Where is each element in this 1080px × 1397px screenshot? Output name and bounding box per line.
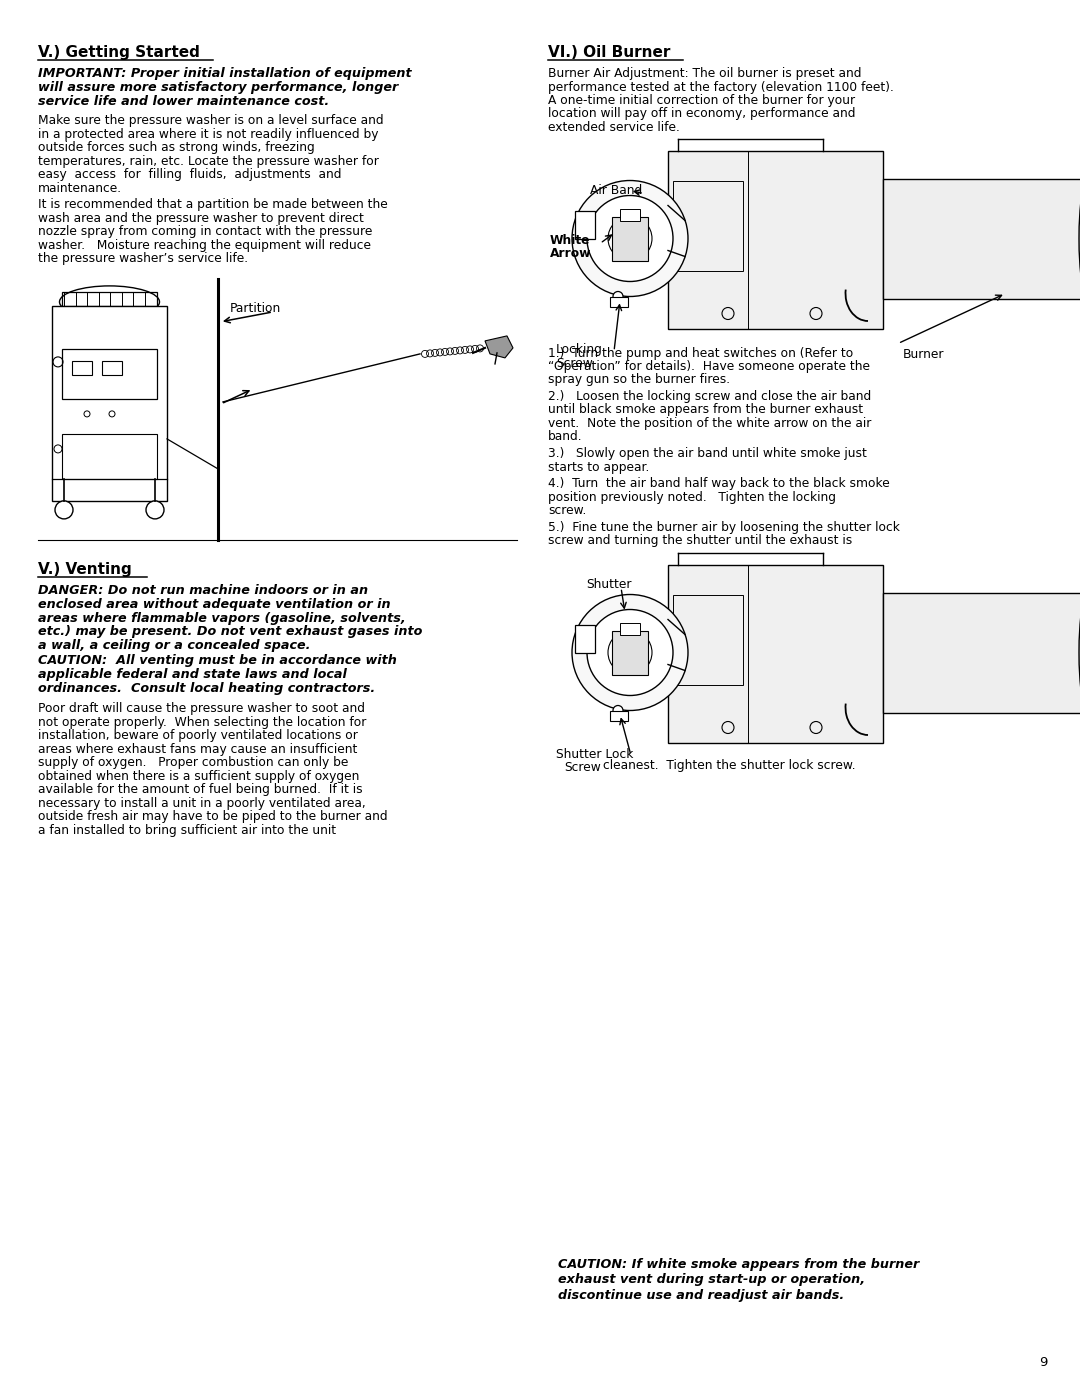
Text: supply of oxygen.   Proper combustion can only be: supply of oxygen. Proper combustion can …	[38, 756, 349, 770]
Circle shape	[613, 292, 623, 302]
Bar	[883, 179, 1080, 299]
Bar	[610, 296, 627, 306]
Text: outside fresh air may have to be piped to the burner and: outside fresh air may have to be piped t…	[38, 810, 388, 823]
Text: Shutter: Shutter	[586, 577, 632, 591]
Text: easy  access  for  filling  fluids,  adjustments  and: easy access for filling fluids, adjustme…	[38, 169, 341, 182]
Text: 3.)   Slowly open the air band until white smoke just: 3.) Slowly open the air band until white…	[548, 447, 867, 460]
Bar	[62, 292, 157, 306]
Bar	[620, 623, 640, 634]
Text: service life and lower maintenance cost.: service life and lower maintenance cost.	[38, 95, 329, 108]
Bar	[52, 306, 167, 502]
Circle shape	[572, 180, 688, 296]
Circle shape	[613, 705, 623, 715]
Text: Screw: Screw	[564, 761, 600, 774]
Text: Partition: Partition	[230, 302, 281, 314]
Text: obtained when there is a sufficient supply of oxygen: obtained when there is a sufficient supp…	[38, 770, 360, 782]
Text: a wall, a ceiling or a concealed space.: a wall, a ceiling or a concealed space.	[38, 640, 311, 652]
Text: V.) Getting Started: V.) Getting Started	[38, 45, 200, 60]
Polygon shape	[485, 335, 513, 358]
Text: DANGER: Do not run machine indoors or in an: DANGER: Do not run machine indoors or in…	[38, 584, 368, 597]
Text: applicable federal and state laws and local: applicable federal and state laws and lo…	[38, 668, 347, 680]
Text: IMPORTANT: Proper initial installation of equipment: IMPORTANT: Proper initial installation o…	[38, 67, 411, 80]
Text: A one-time initial correction of the burner for your: A one-time initial correction of the bur…	[548, 94, 855, 108]
Text: temperatures, rain, etc. Locate the pressure washer for: temperatures, rain, etc. Locate the pres…	[38, 155, 379, 168]
Text: V.) Venting: V.) Venting	[38, 562, 132, 577]
Text: outside forces such as strong winds, freezing: outside forces such as strong winds, fre…	[38, 141, 314, 155]
Text: 1.)  Turn the pump and heat switches on (Refer to: 1.) Turn the pump and heat switches on (…	[548, 346, 853, 359]
Bar	[673, 180, 743, 271]
Text: not operate properly.  When selecting the location for: not operate properly. When selecting the…	[38, 715, 366, 729]
Text: wash area and the pressure washer to prevent direct: wash area and the pressure washer to pre…	[38, 212, 364, 225]
Text: until black smoke appears from the burner exhaust: until black smoke appears from the burne…	[548, 404, 863, 416]
Bar	[610, 711, 627, 721]
Circle shape	[588, 196, 673, 282]
Text: 5.)  Fine tune the burner air by loosening the shutter lock: 5.) Fine tune the burner air by loosenin…	[548, 521, 900, 534]
Text: necessary to install a unit in a poorly ventilated area,: necessary to install a unit in a poorly …	[38, 796, 366, 810]
Text: Shutter Lock: Shutter Lock	[556, 747, 633, 760]
Text: location will pay off in economy, performance and: location will pay off in economy, perfor…	[548, 108, 855, 120]
Text: “Operation” for details).  Have someone operate the: “Operation” for details). Have someone o…	[548, 360, 870, 373]
Text: Burner: Burner	[903, 348, 945, 362]
Bar	[62, 349, 157, 400]
Text: will assure more satisfactory performance, longer: will assure more satisfactory performanc…	[38, 81, 399, 94]
Text: areas where flammable vapors (gasoline, solvents,: areas where flammable vapors (gasoline, …	[38, 612, 406, 624]
Bar	[62, 434, 157, 479]
Bar	[612, 217, 648, 260]
Text: maintenance.: maintenance.	[38, 182, 122, 196]
Text: installation, beware of poorly ventilated locations or: installation, beware of poorly ventilate…	[38, 729, 357, 742]
Text: a fan installed to bring sufficient air into the unit: a fan installed to bring sufficient air …	[38, 824, 336, 837]
Text: White: White	[550, 233, 591, 246]
Text: ordinances.  Consult local heating contractors.: ordinances. Consult local heating contra…	[38, 682, 375, 694]
Text: areas where exhaust fans may cause an insufficient: areas where exhaust fans may cause an in…	[38, 743, 357, 756]
Text: Arrow: Arrow	[550, 247, 592, 260]
Text: starts to appear.: starts to appear.	[548, 461, 649, 474]
Bar	[673, 595, 743, 685]
Text: washer.   Moisture reaching the equipment will reduce: washer. Moisture reaching the equipment …	[38, 239, 372, 251]
Circle shape	[572, 595, 688, 711]
Text: extended service life.: extended service life.	[548, 122, 680, 134]
Text: Make sure the pressure washer is on a level surface and: Make sure the pressure washer is on a le…	[38, 115, 383, 127]
Text: nozzle spray from coming in contact with the pressure: nozzle spray from coming in contact with…	[38, 225, 373, 239]
Bar	[612, 630, 648, 675]
Text: 9: 9	[1040, 1356, 1048, 1369]
Text: the pressure washer’s service life.: the pressure washer’s service life.	[38, 253, 248, 265]
Bar	[72, 360, 92, 374]
Text: enclosed area without adequate ventilation or in: enclosed area without adequate ventilati…	[38, 598, 391, 610]
Text: vent.  Note the position of the white arrow on the air: vent. Note the position of the white arr…	[548, 416, 872, 430]
Circle shape	[588, 609, 673, 696]
Text: exhaust vent during start-up or operation,: exhaust vent during start-up or operatio…	[558, 1273, 865, 1287]
Bar	[620, 208, 640, 221]
Text: screw.: screw.	[548, 504, 586, 517]
Text: etc.) may be present. Do not vent exhaust gases into: etc.) may be present. Do not vent exhaus…	[38, 626, 422, 638]
Bar	[102, 360, 122, 374]
Circle shape	[55, 502, 73, 518]
Bar	[669, 151, 883, 328]
Text: CAUTION: If white smoke appears from the burner: CAUTION: If white smoke appears from the…	[558, 1259, 919, 1271]
Text: Poor draft will cause the pressure washer to soot and: Poor draft will cause the pressure washe…	[38, 703, 365, 715]
Text: 4.)  Turn  the air band half way back to the black smoke: 4.) Turn the air band half way back to t…	[548, 476, 890, 490]
Text: cleanest.  Tighten the shutter lock screw.: cleanest. Tighten the shutter lock screw…	[603, 759, 855, 771]
Text: available for the amount of fuel being burned.  If it is: available for the amount of fuel being b…	[38, 784, 363, 796]
Text: 2.)   Loosen the locking screw and close the air band: 2.) Loosen the locking screw and close t…	[548, 390, 872, 402]
Text: It is recommended that a partition be made between the: It is recommended that a partition be ma…	[38, 198, 388, 211]
Text: Screw: Screw	[556, 358, 593, 370]
Text: band.: band.	[548, 430, 582, 443]
Text: spray gun so the burner fires.: spray gun so the burner fires.	[548, 373, 730, 387]
Bar	[669, 564, 883, 742]
Text: screw and turning the shutter until the exhaust is: screw and turning the shutter until the …	[548, 534, 852, 548]
Text: position previously noted.   Tighten the locking: position previously noted. Tighten the l…	[548, 490, 836, 503]
Circle shape	[146, 502, 164, 518]
Text: Burner Air Adjustment: The oil burner is preset and: Burner Air Adjustment: The oil burner is…	[548, 67, 862, 80]
Text: VI.) Oil Burner: VI.) Oil Burner	[548, 45, 671, 60]
Bar	[575, 624, 595, 652]
Text: performance tested at the factory (elevation 1100 feet).: performance tested at the factory (eleva…	[548, 81, 894, 94]
Ellipse shape	[59, 286, 160, 319]
Text: discontinue use and readjust air bands.: discontinue use and readjust air bands.	[558, 1288, 845, 1302]
Text: CAUTION:  All venting must be in accordance with: CAUTION: All venting must be in accordan…	[38, 654, 396, 666]
Bar	[883, 592, 1080, 712]
Bar	[575, 211, 595, 239]
Text: in a protected area where it is not readily influenced by: in a protected area where it is not read…	[38, 129, 378, 141]
Text: Air Band: Air Band	[590, 183, 643, 197]
Text: Locking: Locking	[556, 344, 603, 356]
